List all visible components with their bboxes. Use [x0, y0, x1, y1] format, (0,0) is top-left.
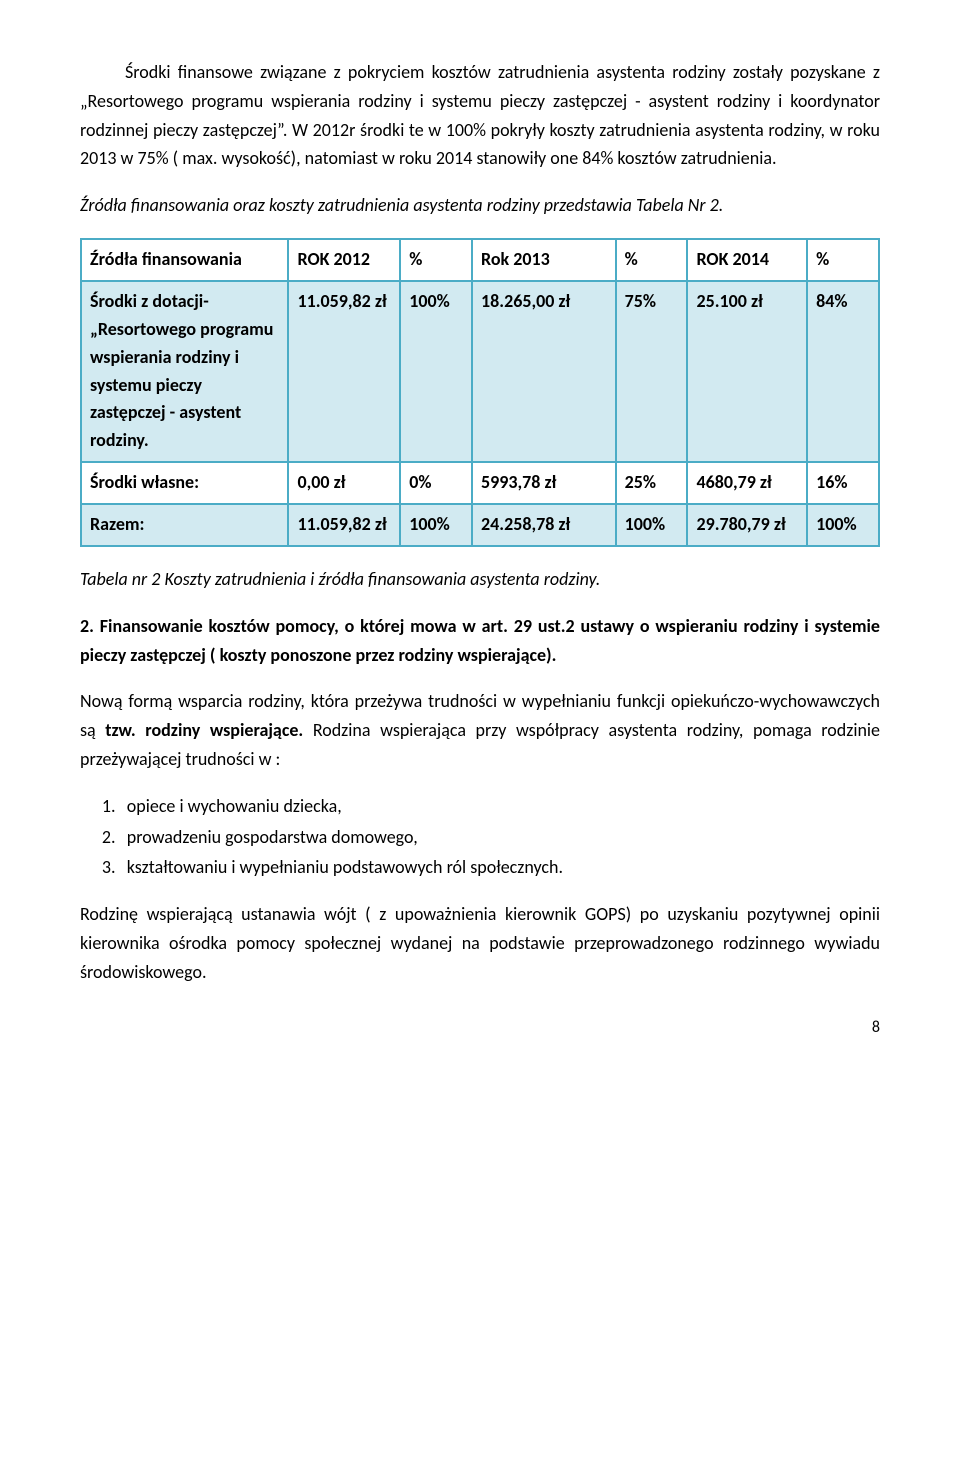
funding-table: Źródła finansowaniaROK 2012%Rok 2013%ROK…	[80, 238, 880, 547]
table-cell: 100%	[616, 504, 688, 546]
table-caption: Tabela nr 2 Koszty zatrudnienia i źródła…	[80, 565, 880, 594]
paragraph-table-lead: Źródła finansowania oraz koszty zatrudni…	[80, 191, 880, 220]
paragraph-intro: Środki finansowe związane z pokryciem ko…	[80, 58, 880, 173]
table-cell: 18.265,00 zł	[472, 281, 616, 462]
list-item: kształtowaniu i wypełnianiu podstawowych…	[120, 853, 880, 882]
paragraph-support-families: Nową formą wsparcia rodziny, która przeż…	[80, 687, 880, 773]
text-run-bold: tzw. rodziny wspierające.	[105, 719, 303, 741]
numbered-list: opiece i wychowaniu dziecka,prowadzeniu …	[80, 792, 880, 882]
table-header-cell: Źródła finansowania	[81, 239, 288, 281]
table-cell: 100%	[807, 504, 879, 546]
table-header-cell: ROK 2014	[687, 239, 807, 281]
list-item: opiece i wychowaniu dziecka,	[120, 792, 880, 821]
table-cell: 0%	[400, 462, 472, 504]
section-heading-2: 2. Finansowanie kosztów pomocy, o której…	[80, 612, 880, 670]
table-header-cell: Rok 2013	[472, 239, 616, 281]
table-cell: Razem:	[81, 504, 288, 546]
table-cell: 4680,79 zł	[687, 462, 807, 504]
table-cell: 29.780,79 zł	[687, 504, 807, 546]
table-cell: 84%	[807, 281, 879, 462]
table-header-cell: %	[400, 239, 472, 281]
table-header-cell: ROK 2012	[288, 239, 400, 281]
table-cell: 100%	[400, 504, 472, 546]
table-header-cell: %	[807, 239, 879, 281]
table-cell: 11.059,82 zł	[288, 504, 400, 546]
page-number: 8	[80, 1015, 880, 1041]
table-cell: Środki z dotacji- „Resortowego programu …	[81, 281, 288, 462]
table-cell: 5993,78 zł	[472, 462, 616, 504]
paragraph-establish: Rodzinę wspierającą ustanawia wójt ( z u…	[80, 900, 880, 986]
table-cell: 75%	[616, 281, 688, 462]
table-cell: 25%	[616, 462, 688, 504]
table-cell: 11.059,82 zł	[288, 281, 400, 462]
table-cell: 100%	[400, 281, 472, 462]
table-cell: 0,00 zł	[288, 462, 400, 504]
table-header-cell: %	[616, 239, 688, 281]
table-cell: Środki własne:	[81, 462, 288, 504]
table-cell: 24.258,78 zł	[472, 504, 616, 546]
table-cell: 25.100 zł	[687, 281, 807, 462]
list-item: prowadzeniu gospodarstwa domowego,	[120, 823, 880, 852]
table-cell: 16%	[807, 462, 879, 504]
